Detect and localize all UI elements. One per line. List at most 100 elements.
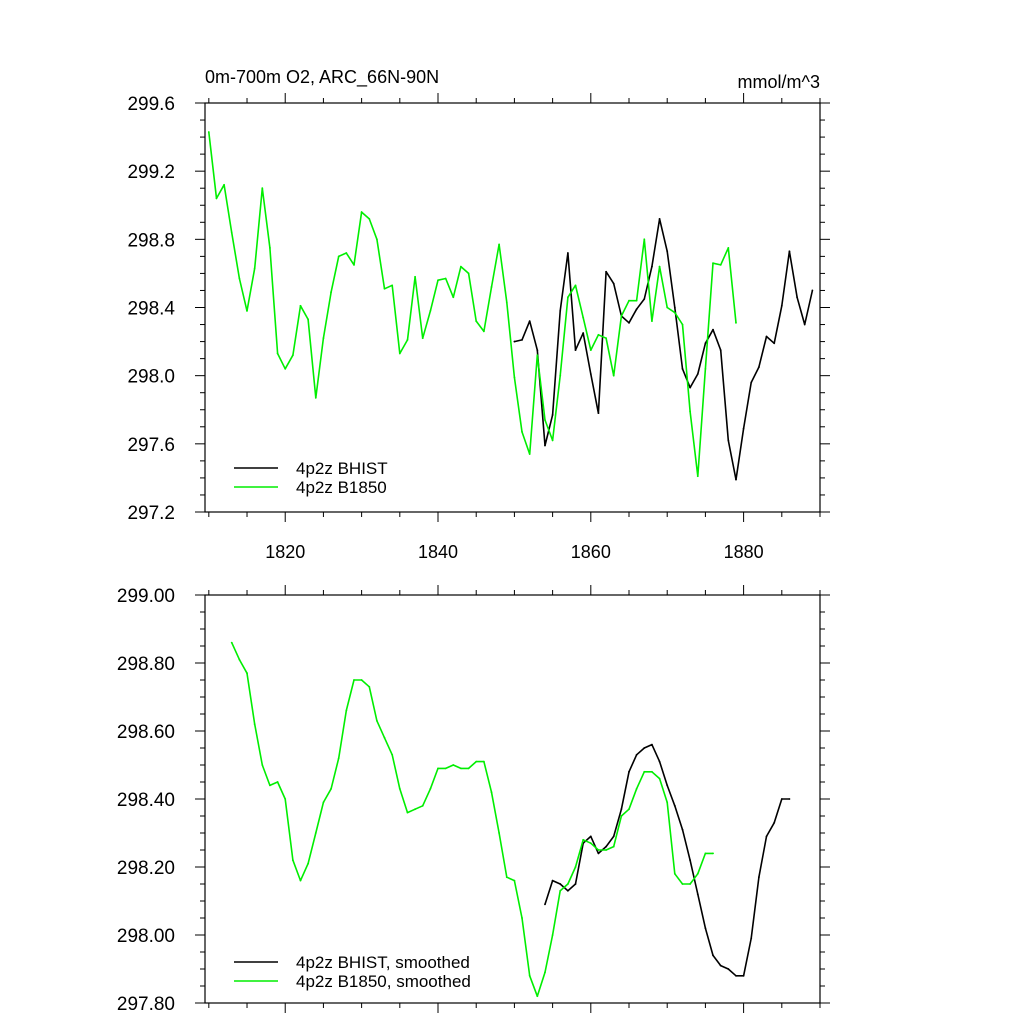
data-point-b1850 [345,252,348,254]
data-point-b1850 [414,808,416,811]
data-point-bhist [773,342,776,345]
data-point-b1850 [521,917,523,919]
data-point-bhist [788,798,791,800]
y-tick-label: 298.60 [117,722,175,743]
data-point-bhist [651,743,653,746]
data-point-b1850 [666,306,669,309]
data-point-b1850 [536,354,539,357]
data-point-bhist [559,883,562,885]
data-point-bhist [689,859,692,862]
data-point-b1850 [398,787,401,790]
data-point-b1850 [299,304,302,307]
data-point-b1850 [696,475,699,478]
data-point-b1850 [689,410,692,413]
data-point-b1850 [559,889,562,892]
data-point-b1850 [620,815,623,817]
y-tick-label: 297.2 [127,503,175,524]
data-point-b1850 [505,301,508,304]
series-line-b1850 [230,642,713,998]
data-point-b1850 [605,849,607,851]
data-point-b1850 [528,974,531,977]
data-point-b1850 [284,798,287,800]
y-tick-label: 298.20 [117,858,175,879]
plot-frame [204,102,821,513]
data-point-b1850 [421,337,424,340]
data-point-b1850 [544,419,546,421]
data-point-bhist [574,349,577,352]
data-point-bhist [582,332,585,334]
data-point-b1850 [513,879,516,882]
data-point-b1850 [299,879,302,882]
data-point-bhist [551,413,554,416]
data-point-bhist [612,835,615,838]
data-point-bhist [597,852,600,855]
data-point-b1850 [597,849,600,851]
data-point-b1850 [566,296,569,299]
data-point-b1850 [353,263,355,266]
data-point-bhist [643,747,646,749]
legend-label-bhist: 4p2z BHIST, smoothed [296,953,470,972]
top-panel: 1820 1840 1860 1880 297.2 297.6 298.0 298.4 298.… [127,67,830,562]
data-point-bhist [689,386,692,389]
y-tick-label: 298.00 [117,926,175,947]
data-point-b1850 [429,787,432,790]
data-point-bhist [651,265,653,268]
data-point-b1850 [551,439,554,442]
y-tick-label: 298.0 [127,367,175,388]
data-point-b1850 [246,310,248,312]
bottom-panel: 297.80 298.00 298.20 298.40 298.60 298.80 299.… [117,585,830,1015]
data-point-b1850 [528,453,531,455]
data-point-b1850 [696,872,699,875]
data-point-b1850 [521,431,523,433]
data-point-b1850 [574,866,577,868]
x-tick-label: 1880 [724,542,764,562]
data-point-bhist [765,835,768,838]
data-point-b1850 [566,883,569,885]
data-point-b1850 [406,811,409,814]
x-tick-label: 1840 [418,542,458,562]
data-point-b1850 [498,243,501,246]
data-point-b1850 [589,349,592,352]
data-point-bhist [765,335,768,338]
data-point-b1850 [651,320,653,323]
data-point-bhist [521,338,523,341]
data-point-bhist [681,828,684,831]
data-point-bhist [696,893,699,896]
data-point-bhist [796,296,798,299]
data-point-b1850 [307,862,310,865]
data-point-b1850 [712,262,714,265]
data-point-b1850 [322,337,325,340]
data-point-bhist [750,937,753,940]
data-point-bhist [780,798,783,800]
y-tick-label: 298.80 [117,654,175,675]
data-point-b1850 [383,287,386,290]
data-point-bhist [719,964,722,967]
data-point-b1850 [276,352,279,355]
y-tick-label: 298.4 [127,299,175,320]
data-point-b1850 [253,267,256,270]
data-point-b1850 [444,277,447,280]
data-point-b1850 [460,265,462,268]
data-point-b1850 [444,767,447,770]
data-point-b1850 [620,315,623,317]
data-point-bhist [735,974,737,977]
data-point-bhist [742,427,745,430]
data-point-b1850 [391,753,394,756]
data-point-b1850 [482,330,485,333]
data-point-bhist [612,282,615,285]
data-point-b1850 [269,784,271,787]
data-point-b1850 [406,338,409,341]
data-point-b1850 [291,354,294,357]
data-point-b1850 [490,791,493,794]
data-point-bhist [704,927,707,930]
data-point-bhist [757,876,760,879]
data-point-bhist [727,968,730,970]
data-point-b1850 [651,770,653,773]
data-point-b1850 [261,764,264,766]
data-point-b1850 [223,183,225,186]
data-point-b1850 [368,217,371,220]
data-point-b1850 [681,323,684,326]
data-point-bhist [719,349,722,352]
data-point-b1850 [597,333,600,336]
data-point-b1850 [322,801,325,804]
